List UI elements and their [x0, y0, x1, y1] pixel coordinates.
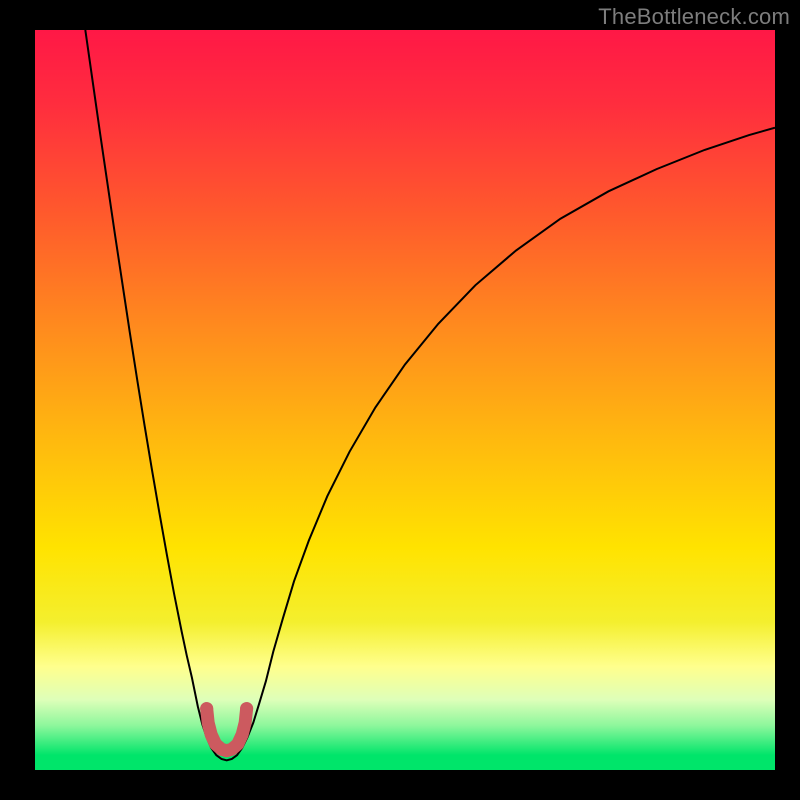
watermark-text: TheBottleneck.com — [598, 4, 790, 30]
chart-container: TheBottleneck.com — [0, 0, 800, 800]
minimum-marker-dot-left — [200, 702, 213, 715]
minimum-marker-dot-right — [240, 702, 253, 715]
plot-background-gradient — [35, 30, 775, 770]
chart-svg — [0, 0, 800, 800]
